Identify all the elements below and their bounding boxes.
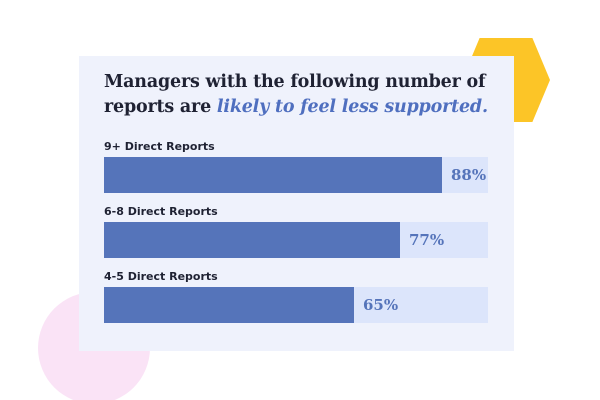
bar-track: 77% bbox=[104, 222, 488, 258]
chart-title: Managers with the following number of re… bbox=[104, 70, 499, 120]
chart-card: Managers with the following number of re… bbox=[79, 56, 514, 351]
bar bbox=[104, 222, 400, 258]
category-label: 6-8 Direct Reports bbox=[104, 205, 218, 218]
bar-value-label: 77% bbox=[409, 231, 445, 249]
chart-title-plain: Managers with the following number of re… bbox=[104, 72, 486, 117]
chart-title-emphasis: likely to feel less supported. bbox=[216, 97, 488, 117]
bar-value-label: 65% bbox=[363, 296, 399, 314]
category-label: 9+ Direct Reports bbox=[104, 140, 215, 153]
bar-track: 88% bbox=[104, 157, 488, 193]
bar-track: 65% bbox=[104, 287, 488, 323]
bar bbox=[104, 287, 354, 323]
bar bbox=[104, 157, 442, 193]
category-label: 4-5 Direct Reports bbox=[104, 270, 218, 283]
bar-value-label: 88% bbox=[451, 166, 487, 184]
